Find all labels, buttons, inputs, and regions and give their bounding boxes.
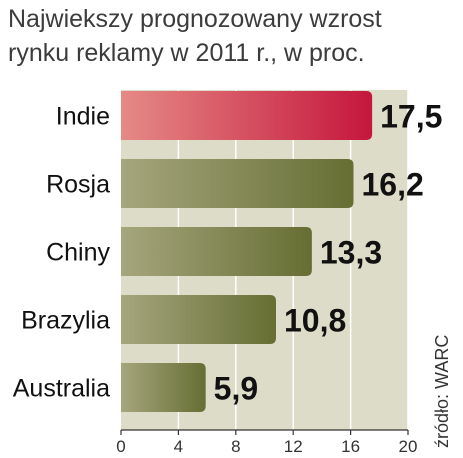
bar-indie [121,91,373,140]
value-label: 17,5 [380,99,442,135]
value-label: 13,3 [320,235,382,271]
chart-title: Najwiekszy prognozowany wzrost rynku rek… [8,5,382,67]
value-label: 16,2 [361,167,423,203]
bar-chiny [121,227,312,276]
x-tick-label: 12 [284,437,303,456]
bar-rosja [121,159,354,208]
category-label: Indie [56,103,110,131]
x-tick-label: 0 [116,437,125,456]
x-tick-label: 20 [399,437,418,456]
bar-australia [121,363,206,412]
category-label: Brazylia [21,307,110,335]
x-tick-label: 4 [174,437,183,456]
category-label: Australia [13,375,110,403]
category-label: Rosja [46,171,110,199]
x-tick-label: 16 [341,437,360,456]
x-tick-label: 8 [231,437,240,456]
source-text: źródło: WARC [432,334,452,448]
category-label: Chiny [46,239,110,267]
bar-brazylia [121,295,276,344]
source-note: źródło: WARC [432,318,458,448]
value-label: 5,9 [214,371,258,407]
value-label: 10,8 [284,303,346,339]
